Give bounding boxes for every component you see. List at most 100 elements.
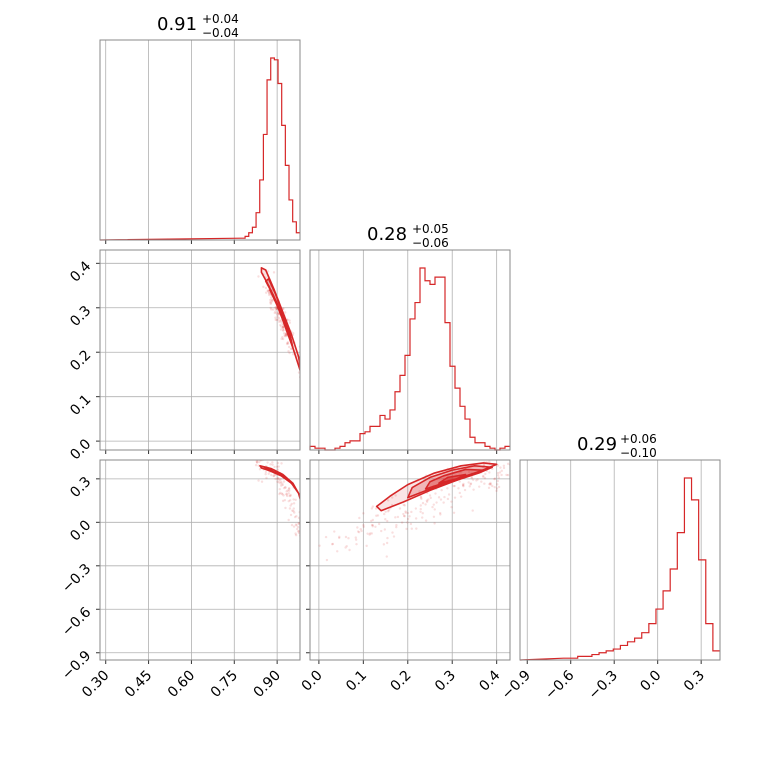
hist-param-2-x-gridlines (318, 250, 498, 450)
panel-p2-p3-sample-point (410, 510, 413, 514)
panel-p2-p3-sample-point (452, 484, 455, 488)
panel-p2-p3-sample-point (440, 488, 443, 492)
scatter-panel-param1-vs-param3 (96, 457, 304, 664)
panel-p1-p2-sample-point (262, 285, 265, 289)
panel-p2-p3-sample-point (394, 494, 397, 497)
panel-p1-p2-sample-point (279, 323, 282, 327)
panel-p1-p2-sample-point (264, 286, 268, 290)
panel-p1-p3-sample-point (257, 464, 260, 467)
panel-p1-p3-sample-point (294, 523, 298, 526)
panel-p2-p3-sample-point (488, 483, 492, 486)
panel-p2-p3-sample-point (356, 526, 359, 529)
panel-p2-p3-sample-point (318, 544, 321, 547)
panel-p1-p3-sample-point (266, 461, 269, 464)
panel-p2-p3-sample-point (489, 481, 492, 485)
panel-p2-p3-sample-point (386, 510, 390, 513)
panel-p1-p3-sample-point (269, 463, 272, 466)
panel-p2-p3-sample-point (383, 528, 387, 531)
panel-p2-p3-sample-point (431, 505, 434, 509)
panel-p2-p3-sample-point (370, 507, 374, 510)
y-tick-label-row2-4: 0.4 (67, 258, 94, 285)
panel-p2-p3-sample-point (420, 516, 424, 519)
panel-p2-p3-sample-point (469, 483, 472, 486)
y-tick-label-row3-2: −0.3 (59, 561, 94, 596)
panel-p2-p3-sample-point (344, 535, 348, 539)
panel-p2-p3-sample-point (396, 515, 400, 519)
panel-p1-p3-sample-point (284, 486, 287, 489)
panel-p2-p3-sample-point (414, 517, 418, 520)
panel-p2-p3-sample-point (402, 503, 405, 507)
panel-p2-p3-sample-point (459, 471, 463, 474)
panel-p1-p3-sample-point (285, 493, 289, 496)
panel-p2-p3-sample-point (443, 495, 446, 499)
panel-p1-p2-sample-point (323, 423, 325, 425)
panel-p1-p3-sample-point (293, 515, 297, 519)
panel-p1-p2-sample-point (297, 371, 300, 374)
panel-p1-p2-sample-point (269, 302, 272, 306)
panel-p1-p2-sample-point (288, 351, 291, 355)
panel-p2-p3-sample-point (370, 523, 374, 527)
panel-p2-p3-sample-point (403, 515, 406, 518)
panel-p2-p3-sample-point (405, 527, 408, 531)
panel-p1-p3-sample-point (277, 465, 280, 468)
y-tick-label-row3-1: −0.6 (59, 604, 94, 639)
panel-p1-p3-sample-point (264, 470, 268, 474)
panel-p2-p3-sample-point (453, 496, 457, 499)
panel-p2-p3-sample-point (403, 504, 406, 507)
panel-p2-p3-sample-point (344, 546, 347, 549)
panel-p1-p3-sample-point (276, 468, 280, 471)
panel-p1-p2-sample-point (285, 334, 288, 338)
x-tick-label-col1-3: 0.75 (208, 668, 241, 701)
panel-p1-p3-marks (254, 457, 304, 551)
panel-p2-p3-sample-point (345, 545, 348, 548)
panel-p2-p3-sample-point (420, 497, 423, 501)
title-param-3-minus: −0.10 (620, 446, 657, 460)
panel-p1-p2-sample-point (282, 327, 285, 330)
panel-p1-p2-sample-point (281, 335, 284, 339)
panel-p1-p2-sample-point (264, 291, 268, 294)
panel-p2-p3-sample-point (531, 461, 533, 463)
x-tick-label-col2-2: 0.2 (388, 668, 415, 695)
panel-p2-p3-sample-point (348, 548, 351, 552)
panel-p1-p2-sample-point (275, 312, 278, 315)
panel-p2-p3-sample-point (354, 536, 357, 539)
panel-p1-p3-sample-point (263, 457, 265, 459)
scatter-panel-param2-vs-param3 (306, 459, 533, 664)
panel-p2-p3-sample-point (424, 519, 428, 522)
panel-p2-p3-sample-point (409, 522, 413, 526)
panel-p1-p2-sample-point (288, 319, 291, 322)
panel-p1-p3-sample-point (292, 525, 296, 528)
panel-p2-p3-sample-point (458, 480, 461, 483)
panel-p1-p3-sample-point (297, 516, 300, 520)
x-tick-labels-col-1: 0.30 0.45 0.60 0.75 0.90 (79, 668, 284, 701)
panel-p2-p3-sample-point (408, 515, 411, 518)
panel-p1-p3-sample-point (302, 549, 304, 551)
panel-p1-p3-sample-point (289, 494, 292, 498)
panel-p1-p3-sample-point (290, 523, 294, 527)
panel-p2-p3-sample-point (355, 542, 358, 546)
panel-p1-p2-contour-2 (269, 289, 286, 325)
panel-p2-p3-sample-point (357, 530, 361, 534)
x-tick-labels-col-2: 0.0 0.1 0.2 0.3 0.4 (299, 667, 504, 694)
panel-p2-p3-sample-point (419, 504, 422, 507)
hist-param-1-frame (99, 39, 301, 241)
panel-p2-p3-sample-point (480, 480, 483, 483)
panel-p2-p3-sample-point (425, 499, 429, 502)
panel-p2-p3-sample-point (434, 492, 437, 495)
panel-p2-p3-sample-point (391, 531, 394, 534)
panel-p2-p3-sample-point (446, 497, 450, 501)
panel-p2-p3-sample-point (376, 514, 380, 517)
panel-p2-p3-sample-point (402, 512, 405, 516)
panel-p1-p2-sample-point (275, 307, 278, 310)
panel-p1-p2-sample-point (286, 341, 289, 345)
panel-p2-p3-sample-point (447, 493, 451, 496)
panel-p1-p2-sample-point (305, 395, 307, 397)
hist-param-1-histogram-step (99, 57, 300, 241)
y-tick-labels-row-3: −0.9 −0.6 −0.3 0.0 0.3 (59, 474, 94, 683)
panel-p1-p2-sample-point (280, 337, 283, 341)
panel-p2-p3-sample-point (400, 521, 404, 524)
panel-p1-p2-sample-point (289, 347, 293, 351)
panel-p1-p3-sample-point (273, 465, 276, 469)
panel-p2-p3-sample-point (384, 518, 387, 521)
